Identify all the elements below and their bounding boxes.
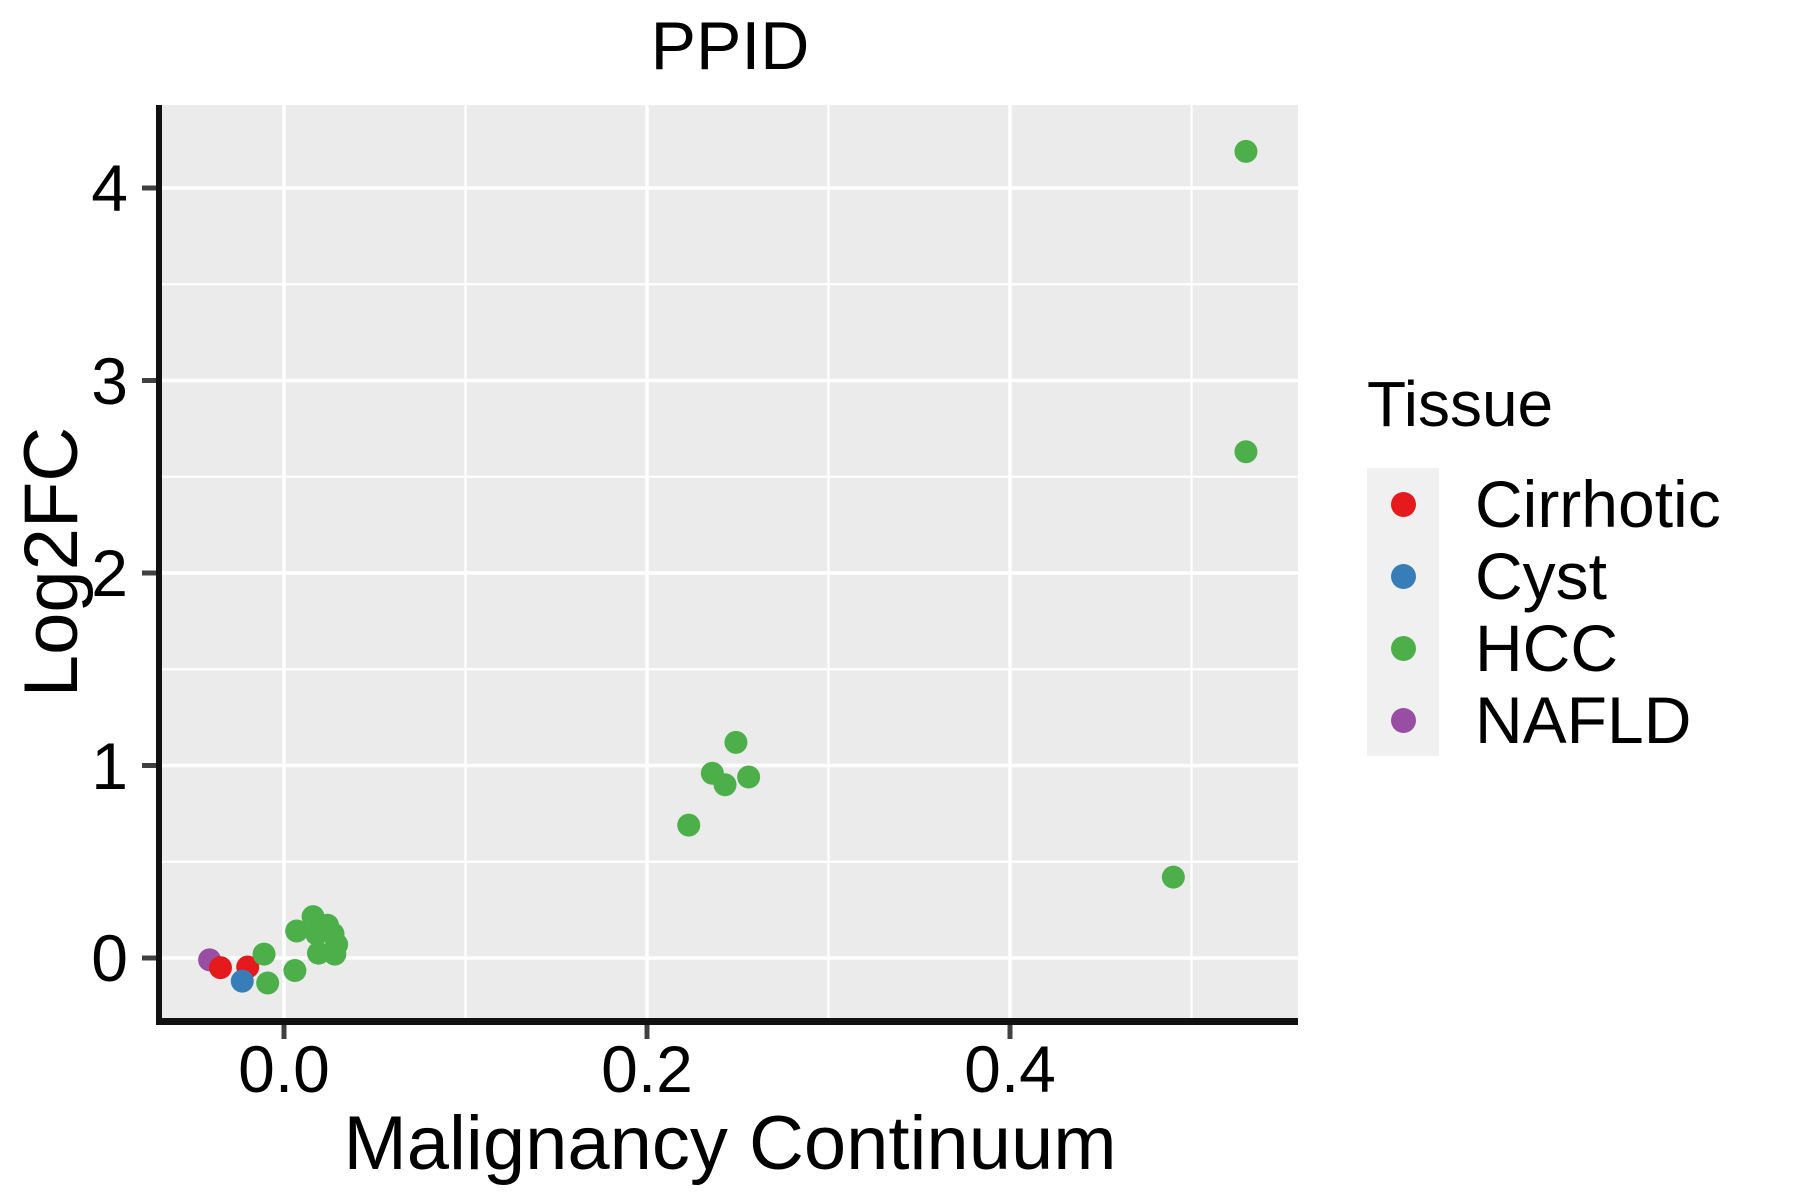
- data-point-hcc: [737, 765, 761, 789]
- legend-key: [1367, 540, 1439, 612]
- plot-title: PPID: [650, 8, 810, 84]
- data-point-hcc: [713, 773, 737, 797]
- legend-item-nafld: NAFLD: [1367, 684, 1721, 756]
- legend-title: Tissue: [1367, 368, 1554, 440]
- data-point-hcc: [1234, 440, 1258, 464]
- data-point-hcc: [1234, 139, 1258, 163]
- legend-item-label: Cyst: [1475, 539, 1607, 613]
- legend-item-hcc: HCC: [1367, 612, 1721, 684]
- y-tick-label: 4: [91, 151, 128, 225]
- data-point-hcc: [1161, 865, 1185, 889]
- legend-item-cyst: Cyst: [1367, 540, 1721, 612]
- legend-key: [1367, 684, 1439, 756]
- legend-item-label: Cirrhotic: [1475, 467, 1721, 541]
- data-point-hcc: [252, 942, 276, 966]
- data-point-hcc: [677, 813, 701, 837]
- data-point-hcc: [285, 919, 309, 943]
- data-point-hcc: [256, 971, 280, 995]
- x-tick-label: 0.2: [601, 1032, 693, 1106]
- x-axis-line: [156, 1018, 1298, 1025]
- y-axis-line: [156, 105, 162, 1025]
- x-tick-label: 0.0: [238, 1032, 330, 1106]
- data-point-hcc: [306, 941, 330, 965]
- data-point-hcc: [283, 959, 307, 983]
- y-tick-label: 0: [91, 921, 128, 995]
- legend-dot-icon: [1390, 635, 1416, 661]
- legend-key: [1367, 468, 1439, 540]
- plot-panel: [162, 105, 1298, 1018]
- legend-item-label: NAFLD: [1475, 683, 1692, 757]
- legend-key: [1367, 612, 1439, 684]
- y-tick-label: 3: [91, 343, 128, 418]
- data-point-hcc: [323, 942, 347, 966]
- legend-dot-icon: [1390, 707, 1416, 733]
- data-point-cyst: [230, 969, 254, 993]
- legend-dot-icon: [1390, 563, 1416, 589]
- legend: Tissue Cirrhotic Cyst HCC NAFLD: [1367, 372, 1721, 756]
- legend-item-label: HCC: [1475, 611, 1618, 685]
- data-point-hcc: [724, 730, 748, 754]
- legend-dot-icon: [1390, 491, 1416, 517]
- y-tick-label: 2: [91, 536, 128, 610]
- x-axis-title: Malignancy Continuum: [343, 1101, 1117, 1186]
- legend-items: Cirrhotic Cyst HCC NAFLD: [1367, 468, 1721, 756]
- data-point-cirrhotic: [208, 956, 232, 980]
- y-tick-label: 1: [91, 728, 128, 803]
- legend-item-cirrhotic: Cirrhotic: [1367, 468, 1721, 540]
- x-tick-label: 0.4: [964, 1032, 1056, 1106]
- data-point-hcc: [305, 922, 329, 946]
